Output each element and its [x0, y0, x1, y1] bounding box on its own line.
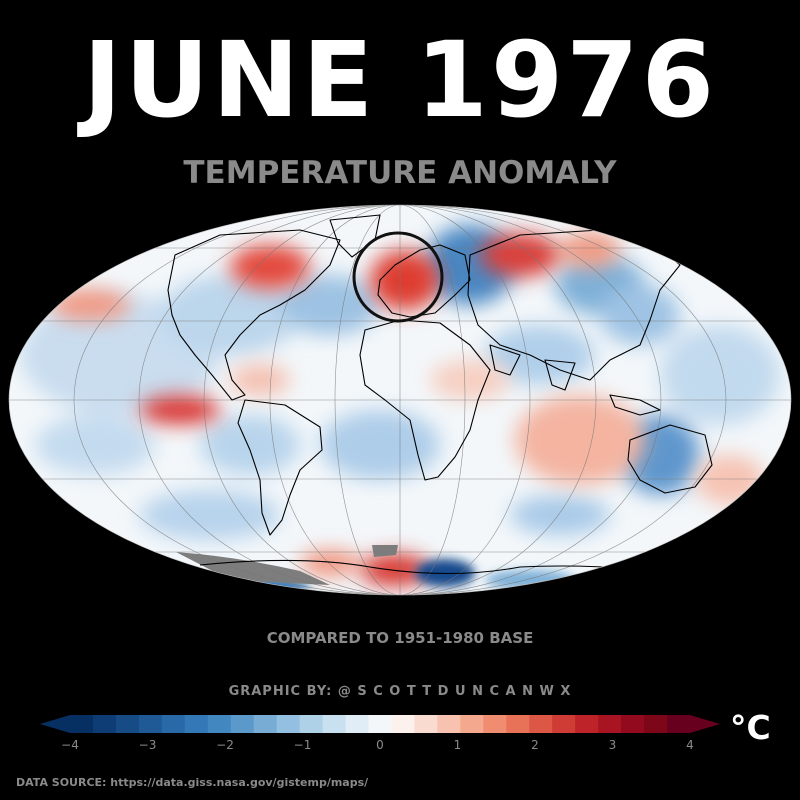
colorbar-tick-label: 2	[531, 738, 539, 752]
colorbar-segment	[506, 715, 530, 733]
page-title: JUNE 1976	[83, 19, 717, 141]
globe-outline	[8, 204, 792, 596]
no-data-patch-small	[372, 545, 398, 557]
data-source: DATA SOURCE: https://data.giss.nasa.gov/…	[16, 776, 369, 789]
colorbar-segment	[345, 715, 370, 733]
colorbar-tick-label: 1	[454, 738, 462, 752]
colorbar-segment	[414, 715, 438, 733]
graphic-credit: GRAPHIC BY: @ S C O T T D U N C A N W X	[228, 684, 572, 699]
colorbar-ticks: −4 −3 −2 −1 0 1 2 3 4	[61, 738, 694, 752]
colorbar-segment	[253, 715, 278, 733]
colorbar-segment	[161, 715, 186, 733]
colorbar-arrow-left	[40, 715, 70, 733]
colorbar-segment	[621, 715, 645, 733]
colorbar-segment	[460, 715, 484, 733]
colorbar-tick-label: −2	[216, 738, 234, 752]
colorbar-segment	[575, 715, 599, 733]
colorbar-segment	[207, 715, 232, 733]
colorbar-tick-label: 0	[376, 738, 384, 752]
colorbar-segment	[92, 715, 117, 733]
colorbar-tick-label: −3	[139, 738, 157, 752]
colorbar-segment	[230, 715, 255, 733]
colorbar-segment	[483, 715, 507, 733]
colorbar-segment	[437, 715, 461, 733]
colorbar-segment	[598, 715, 622, 733]
colorbar-segment	[529, 715, 553, 733]
colorbar-segment	[70, 715, 94, 733]
colorbar-tick-label: −4	[61, 738, 79, 752]
highlight-circle	[352, 231, 444, 323]
unit-label: °C	[730, 708, 771, 747]
colorbar-segment	[184, 715, 209, 733]
anomaly-field	[9, 205, 791, 595]
colorbar-segment	[391, 715, 415, 733]
colorbar: −4 −3 −2 −1 0 1 2 3 4	[40, 715, 720, 752]
page-subtitle: TEMPERATURE ANOMALY	[183, 155, 617, 191]
colorbar-segment	[322, 715, 347, 733]
colorbar-segment	[644, 715, 668, 733]
cool-anomaly-shapes	[20, 225, 780, 540]
baseline-note: COMPARED TO 1951-1980 BASE	[266, 629, 534, 647]
colorbar-tick-label: −1	[294, 738, 312, 752]
colorbar-segment	[115, 715, 140, 733]
colorbar-tick-label: 3	[609, 738, 617, 752]
graticule	[9, 205, 791, 595]
colorbar-segment	[138, 715, 163, 733]
colorbar-arrow-right	[690, 715, 720, 733]
anomaly-map	[8, 204, 792, 596]
colorbar-segment	[299, 715, 324, 733]
colorbar-tick-label: 4	[686, 738, 694, 752]
colorbar-segment	[276, 715, 301, 733]
colorbar-segment	[552, 715, 576, 733]
colorbar-segment	[368, 715, 392, 733]
colorbar-segment	[667, 715, 691, 733]
colorbar-segments	[40, 715, 720, 733]
